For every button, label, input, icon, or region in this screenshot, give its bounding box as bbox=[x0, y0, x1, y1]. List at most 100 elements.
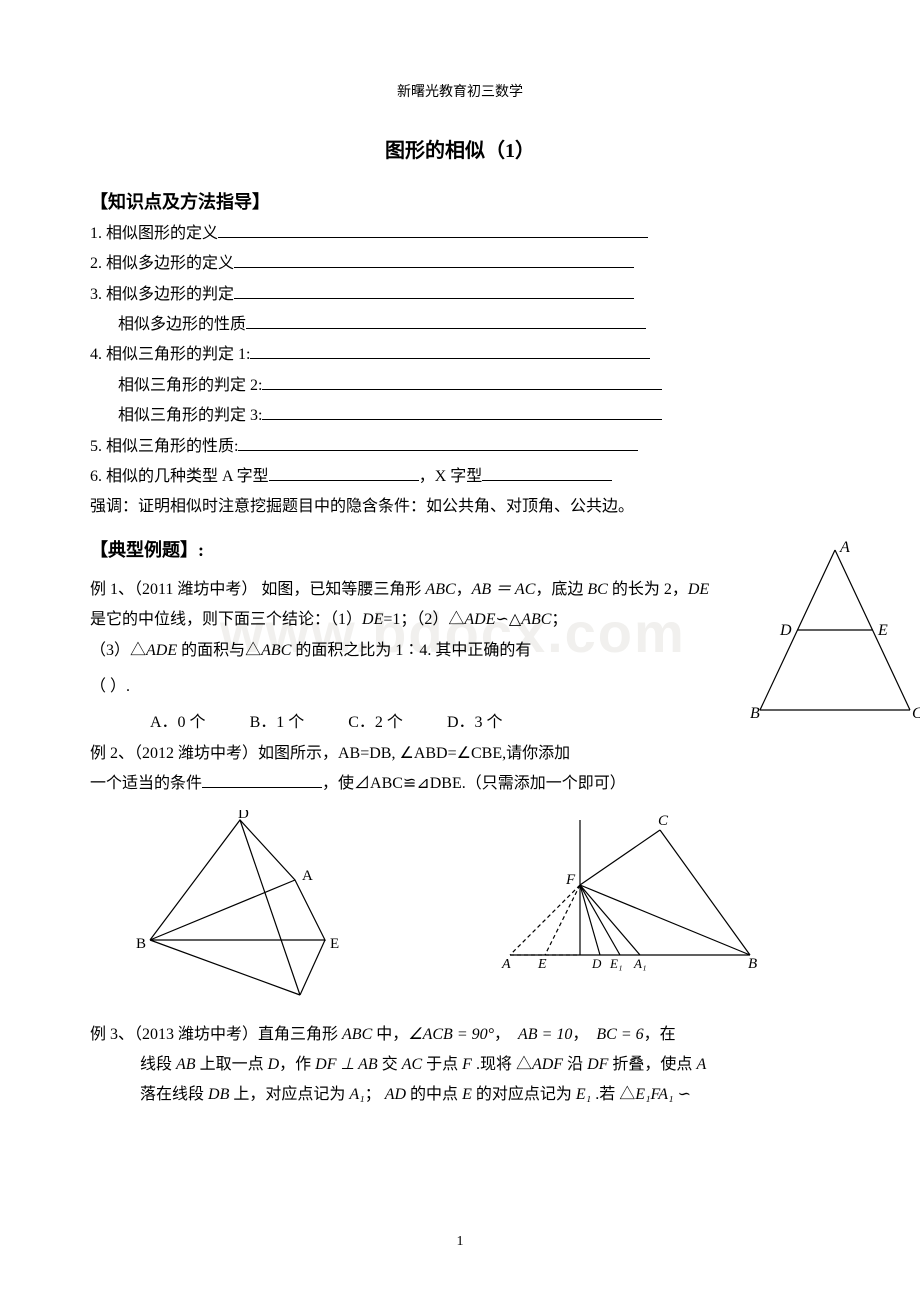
ex3-t18: 的对应点记为 bbox=[472, 1086, 576, 1103]
k-line-5: 5. 相似三角形的性质: bbox=[90, 432, 830, 462]
option-d: D．3 个 bbox=[447, 714, 503, 731]
ex3-efa: E₁FA₁ bbox=[635, 1086, 673, 1103]
ex1-de2: DE bbox=[362, 611, 383, 628]
k6a-label: 6. 相似的几种类型 A 字型 bbox=[90, 468, 269, 485]
ex3-df: DF ⊥ AB bbox=[315, 1056, 378, 1073]
ex3-ab2: AB bbox=[176, 1056, 196, 1073]
blank-4c bbox=[262, 403, 662, 420]
ex3-t7: 上取一点 bbox=[196, 1056, 268, 1073]
fig3-b: B bbox=[748, 956, 757, 972]
fig3-d: D bbox=[591, 956, 602, 971]
example-3-line2: 线段 AB 上取一点 D，作 DF ⊥ AB 交 AC 于点 F .现将 △AD… bbox=[90, 1050, 830, 1080]
ex3-t4: ， bbox=[572, 1026, 588, 1043]
ex3-D: D bbox=[268, 1056, 280, 1073]
ex3-t10: 于点 bbox=[422, 1056, 462, 1073]
ex1-t4: 的长为 2， bbox=[608, 581, 688, 598]
ex3-t19: .若 △ bbox=[591, 1086, 635, 1103]
ex3-ab: AB = 10 bbox=[518, 1026, 572, 1043]
fig3-f: F bbox=[565, 872, 576, 888]
fig2-e: E bbox=[330, 936, 339, 952]
page-title: 图形的相似（1） bbox=[90, 132, 830, 170]
k6b-label: ，X 字型 bbox=[419, 468, 483, 485]
fig3-e1: E₁ bbox=[609, 956, 622, 971]
fig2-b: B bbox=[136, 936, 146, 952]
blank-4b bbox=[262, 373, 662, 390]
blank-ex2 bbox=[202, 771, 322, 788]
ex1-t2: ， bbox=[456, 581, 472, 598]
example-2-line2: 一个适当的条件 ，使⊿ABC≌⊿DBE.（只需添加一个即可） bbox=[90, 769, 830, 799]
fig3-a1: A₁ bbox=[633, 956, 646, 971]
k-line-3: 3. 相似多边形的判定 bbox=[90, 280, 830, 310]
blank-1 bbox=[218, 221, 648, 238]
fig2-a: A bbox=[302, 868, 313, 884]
example-1-line1: 例 1、（2011 潍坊中考） 如图，已知等腰三角形 ABC，AB ＝ AC，底… bbox=[90, 575, 830, 605]
ex3-t2: 中， bbox=[372, 1026, 408, 1043]
ex3-E: E bbox=[462, 1086, 472, 1103]
figure-example-3: C F A E D E₁ A₁ B bbox=[500, 810, 760, 980]
ex3-t3: ， bbox=[494, 1026, 510, 1043]
ex2-t2: ，使⊿ABC≌⊿DBE.（只需添加一个即可） bbox=[322, 775, 626, 792]
k4a-label: 4. 相似三角形的判定 1: bbox=[90, 346, 250, 363]
fig2-d: D bbox=[238, 810, 249, 822]
ex1-bc: BC bbox=[587, 581, 607, 598]
ex3-bc: BC = 6 bbox=[596, 1026, 643, 1043]
page-content: 新曙光教育初三数学 图形的相似（1） 【知识点及方法指导】 1. 相似图形的定义… bbox=[0, 0, 920, 1151]
ex1-t10: 的面积与△ bbox=[177, 642, 261, 659]
ex3-t17: 的中点 bbox=[406, 1086, 462, 1103]
ex3-t9: 交 bbox=[378, 1056, 402, 1073]
ex1-t5: 是它的中位线，则下面三个结论：（1） bbox=[90, 611, 362, 628]
example-1-paren: （ ）. bbox=[90, 672, 830, 702]
blank-5 bbox=[238, 434, 638, 451]
ex1-t8: ； bbox=[551, 611, 567, 628]
blank-6b bbox=[482, 464, 612, 481]
fig3-e: E bbox=[537, 957, 547, 972]
ex1-abac: AB ＝ AC bbox=[472, 581, 536, 598]
ex3-E1: E₁ bbox=[576, 1086, 591, 1103]
k2-label: 2. 相似多边形的定义 bbox=[90, 255, 234, 272]
k3-label: 3. 相似多边形的判定 bbox=[90, 286, 234, 303]
ex1-t7: ∽△ bbox=[495, 611, 521, 628]
option-c: C．2 个 bbox=[348, 714, 403, 731]
page-number: 1 bbox=[0, 1234, 920, 1250]
ex3-t16: ； bbox=[365, 1086, 381, 1103]
example-1-line2: 是它的中位线，则下面三个结论：（1）DE=1；（2）△ADE∽△ABC； bbox=[90, 605, 830, 635]
ex3-abc: ABC bbox=[342, 1026, 372, 1043]
ex3-t14: 落在线段 bbox=[140, 1086, 208, 1103]
ex1-de: DE bbox=[688, 581, 709, 598]
ex1-ade2: ADE bbox=[146, 642, 177, 659]
k5-label: 5. 相似三角形的性质: bbox=[90, 438, 238, 455]
tri-label-a: A bbox=[839, 540, 850, 556]
ex3-t15: 上，对应点记为 bbox=[229, 1086, 349, 1103]
ex1-abc3: ABC bbox=[261, 642, 291, 659]
ex3-ac: AC bbox=[402, 1056, 422, 1073]
example-3-line3: 落在线段 DB 上，对应点记为 A₁； AD 的中点 E 的对应点记为 E₁ .… bbox=[90, 1080, 830, 1110]
ex3-A1: A₁ bbox=[349, 1086, 364, 1103]
k1-label: 1. 相似图形的定义 bbox=[90, 225, 218, 242]
ex1-t9: （3）△ bbox=[90, 642, 146, 659]
ex2-t1: 一个适当的条件 bbox=[90, 775, 202, 792]
blank-4a bbox=[250, 342, 650, 359]
ex3-t1: 例 3、（2013 潍坊中考）直角三角形 bbox=[90, 1026, 342, 1043]
k-line-4b: 相似三角形的判定 2: bbox=[90, 371, 830, 401]
figure-example-2: D A B E bbox=[130, 810, 360, 1000]
example-2-line1: 例 2、（2012 潍坊中考）如图所示，AB=DB, ∠ABD=∠CBE,请你添… bbox=[90, 739, 830, 769]
k4c-label: 相似三角形的判定 3: bbox=[118, 407, 262, 424]
k4b-label: 相似三角形的判定 2: bbox=[118, 377, 262, 394]
ex3-A: A bbox=[696, 1056, 706, 1073]
k3b-label: 相似多边形的性质 bbox=[118, 316, 246, 333]
figure-row: D A B E C F A E D E₁ A₁ B bbox=[130, 810, 830, 1000]
k-line-4a: 4. 相似三角形的判定 1: bbox=[90, 340, 830, 370]
blank-6a bbox=[269, 464, 419, 481]
k-note: 强调：证明相似时注意挖掘题目中的隐含条件：如公共角、对顶角、公共边。 bbox=[90, 492, 830, 522]
ex3-adf: ADF bbox=[532, 1056, 563, 1073]
blank-3 bbox=[234, 282, 634, 299]
k-line-6: 6. 相似的几种类型 A 字型 ，X 字型 bbox=[90, 462, 830, 492]
fig3-a: A bbox=[501, 957, 511, 972]
ex3-t13: 折叠，使点 bbox=[608, 1056, 696, 1073]
k-line-3b: 相似多边形的性质 bbox=[90, 310, 830, 340]
blank-2 bbox=[234, 251, 634, 268]
blank-3b bbox=[246, 312, 646, 329]
ex1-ade: ADE bbox=[464, 611, 495, 628]
ex1-t11: 的面积之比为 1∶4. 其中正确的有 bbox=[291, 642, 531, 659]
k-line-4c: 相似三角形的判定 3: bbox=[90, 401, 830, 431]
